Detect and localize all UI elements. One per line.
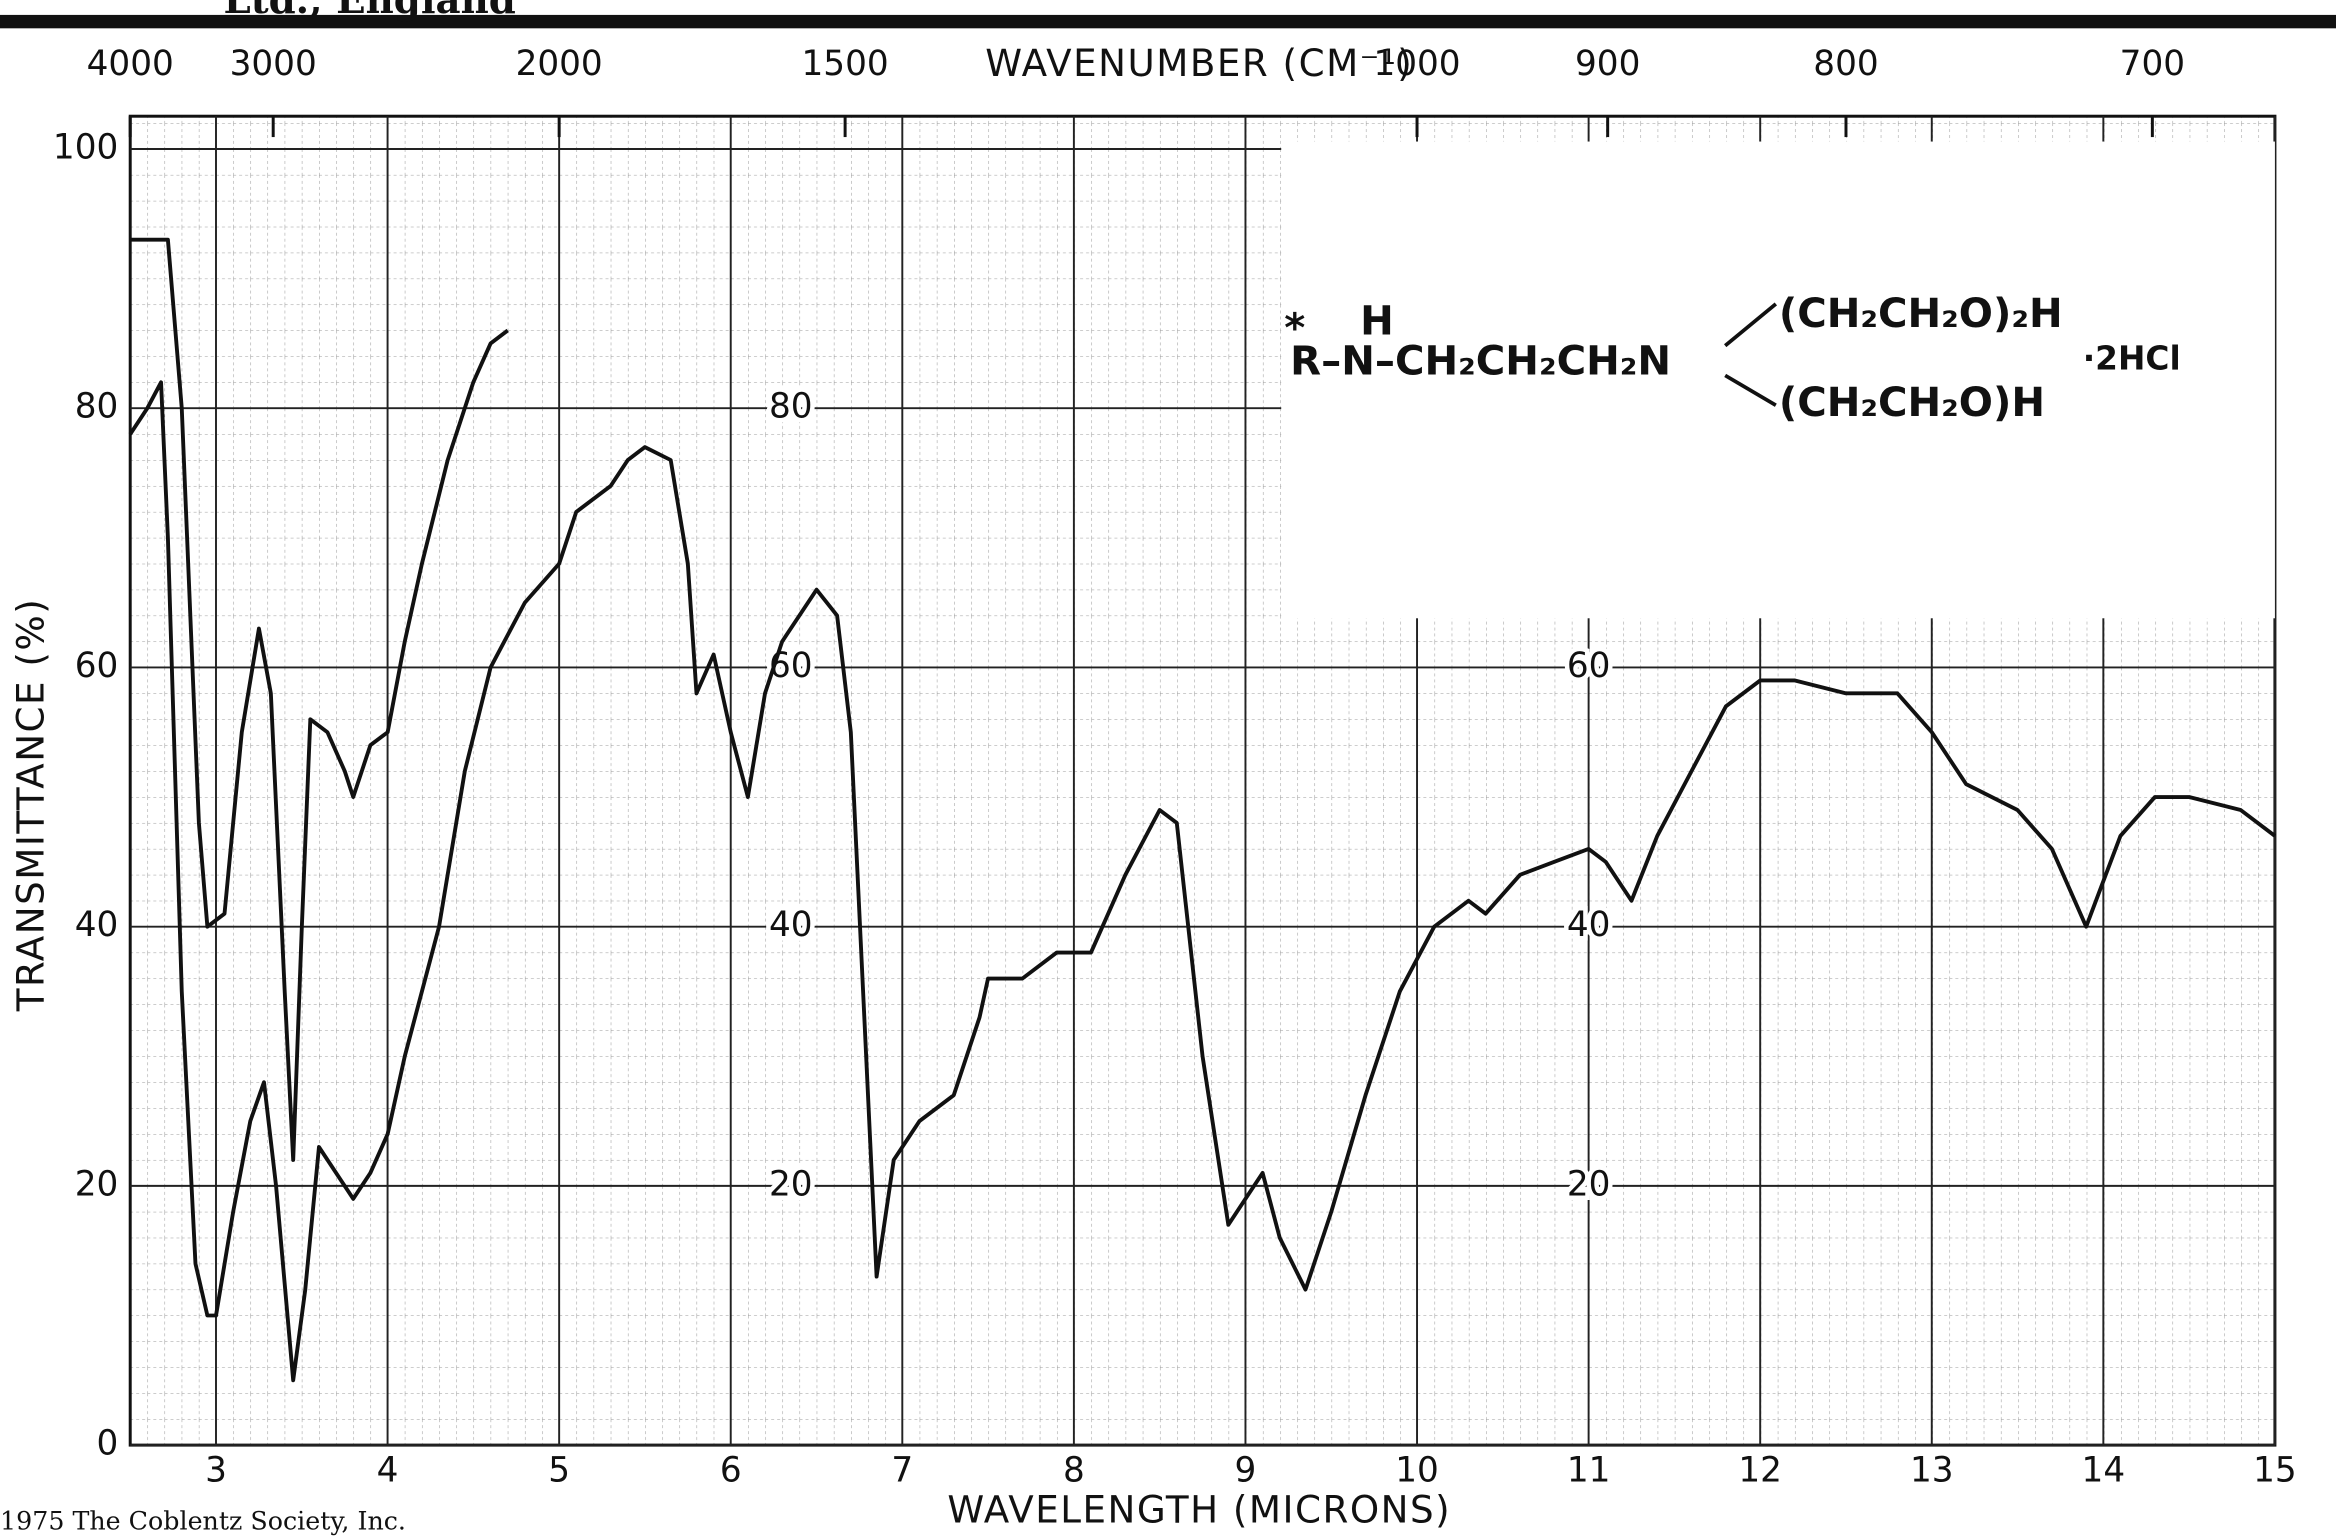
x-tick-label: 10 <box>1395 1450 1439 1490</box>
top-tick-label: 4000 <box>87 44 174 84</box>
inner-scale-label: 40 <box>1567 905 1611 945</box>
formula-branch-1: (CH₂CH₂O)₂H <box>1779 291 2063 337</box>
formula-main: R–N–CH₂CH₂CH₂N <box>1290 339 1671 385</box>
x-tick-label: 6 <box>720 1450 742 1490</box>
formula-salt: ·2HCl <box>2083 340 2181 378</box>
top-tick-label: 1500 <box>802 44 889 84</box>
x-tick-label: 3 <box>205 1450 227 1490</box>
x-tick-label: 13 <box>1910 1450 1954 1490</box>
formula-h: H <box>1360 298 1394 344</box>
y-tick-label: 20 <box>75 1164 119 1204</box>
x-tick-label: 8 <box>1063 1450 1085 1490</box>
top-axis-title: WAVENUMBER (CM⁻¹) <box>985 41 1413 85</box>
footer: 1975 The Coblentz Society, Inc. <box>0 1506 406 1536</box>
top-tick-label: 800 <box>1813 44 1878 84</box>
formula-branch-2: (CH₂CH₂O)H <box>1779 380 2045 426</box>
inner-scale-label: 20 <box>769 1164 813 1204</box>
x-tick-label: 9 <box>1235 1450 1257 1490</box>
top-tick-label: 3000 <box>230 44 317 84</box>
x-tick-label: 15 <box>2253 1450 2297 1490</box>
inner-scale-label: 20 <box>1567 1164 1611 1204</box>
formula-star: * <box>1284 306 1305 352</box>
top-tick-label: 900 <box>1575 44 1640 84</box>
y-tick-label: 40 <box>75 905 119 945</box>
x-tick-label: 5 <box>548 1450 570 1490</box>
x-tick-label: 7 <box>891 1450 913 1490</box>
y-axis-title: TRANSMITTANCE (%) <box>8 598 52 1013</box>
formula-box <box>1281 141 2275 619</box>
top-tick-label: 700 <box>2120 44 2185 84</box>
inner-scale-label: 40 <box>769 905 813 945</box>
x-axis-title: WAVELENGTH (MICRONS) <box>947 1488 1451 1532</box>
y-tick-label: 80 <box>75 387 119 427</box>
inner-scale-label: 80 <box>769 387 813 427</box>
spectrum-line <box>130 237 509 1162</box>
y-tick-label: 0 <box>96 1424 118 1464</box>
spectrum-line <box>128 380 2277 1383</box>
x-tick-label: 14 <box>2082 1450 2126 1490</box>
x-tick-label: 11 <box>1567 1450 1611 1490</box>
header: Ltd., England <box>223 0 515 23</box>
formula: * R–N–CH₂CH₂CH₂N H (CH₂CH₂O)₂H (CH₂CH₂O)… <box>1284 291 2180 426</box>
inner-scale-label: 60 <box>1567 646 1611 686</box>
formula-bonds <box>1723 302 1778 407</box>
y-tick-label: 100 <box>53 127 118 167</box>
top-tick-label: 2000 <box>516 44 603 84</box>
top-tick-label: 1000 <box>1373 44 1460 84</box>
x-tick-label: 4 <box>377 1450 399 1490</box>
x-tick-label: 12 <box>1738 1450 1782 1490</box>
header-bar <box>0 14 2336 29</box>
y-tick-label: 60 <box>75 646 119 686</box>
